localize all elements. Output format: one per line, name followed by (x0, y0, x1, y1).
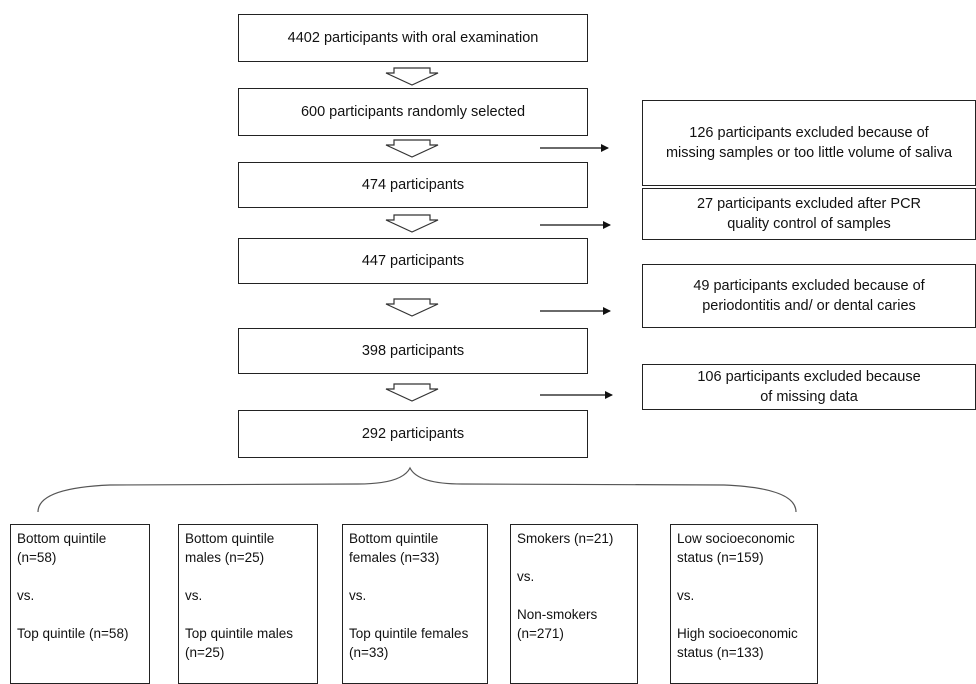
group-vs: vs. (517, 569, 535, 584)
exclusion-box-49: 49 participants excluded because of peri… (642, 264, 976, 328)
group-b-line2: (n=25) (185, 645, 225, 660)
group-b-line2: status (n=133) (677, 645, 764, 660)
step-text: 4402 participants with oral examination (287, 30, 539, 46)
step-text: 447 participants (361, 253, 465, 269)
exclusion-line: of missing data (760, 389, 858, 405)
step-box-292: 292 participants (238, 410, 588, 458)
group-b-line1: Top quintile males (185, 626, 294, 641)
group-b-line1: Non-smokers (517, 607, 598, 622)
step-text: 292 participants (361, 426, 465, 442)
step-box-447: 447 participants (238, 238, 588, 284)
group-a-line1: Bottom quintile (17, 531, 107, 546)
group-box-socioeconomic: Low socioeconomic status (n=159) vs. Hig… (670, 524, 818, 684)
group-vs: vs. (677, 588, 695, 603)
group-b-line2: (n=271) (517, 626, 564, 641)
group-a-line1: Smokers (n=21) (517, 531, 614, 546)
exclusion-line: quality control of samples (727, 216, 891, 232)
exclusion-line: 49 participants excluded because of (693, 278, 925, 294)
exclusion-box-27: 27 participants excluded after PCR quali… (642, 188, 976, 240)
down-arrow-5 (385, 383, 439, 402)
group-vs: vs. (185, 588, 203, 603)
step-text: 398 participants (361, 343, 465, 359)
group-box-males: Bottom quintile males (n=25) vs. Top qui… (178, 524, 318, 684)
group-box-females: Bottom quintile females (n=33) vs. Top q… (342, 524, 488, 684)
grouping-brace (37, 466, 797, 513)
group-a-line1: Low socioeconomic (677, 531, 795, 546)
step-box-398: 398 participants (238, 328, 588, 374)
group-a-line2: status (n=159) (677, 550, 764, 565)
group-a-line1: Bottom quintile (185, 531, 275, 546)
step-box-474: 474 participants (238, 162, 588, 208)
exclusion-line: 106 participants excluded because (697, 369, 921, 385)
step-box-4402: 4402 participants with oral examination (238, 14, 588, 62)
group-b-line2: (n=33) (349, 645, 389, 660)
group-vs: vs. (17, 588, 35, 603)
down-arrow-1 (385, 67, 439, 86)
group-a-line1: Bottom quintile (349, 531, 439, 546)
down-arrow-4 (385, 298, 439, 317)
exclusion-line: 27 participants excluded after PCR (696, 196, 922, 212)
exclusion-box-126: 126 participants excluded because of mis… (642, 100, 976, 186)
group-box-smokers: Smokers (n=21) vs. Non-smokers (n=271) (510, 524, 638, 684)
step-text: 474 participants (361, 177, 465, 193)
group-box-quintile: Bottom quintile (n=58) vs. Top quintile … (10, 524, 150, 684)
group-vs: vs. (349, 588, 367, 603)
down-arrow-2 (385, 139, 439, 158)
exclusion-line: 126 participants excluded because of (689, 125, 929, 141)
group-a-line2: females (n=33) (349, 550, 440, 565)
group-b-line1: Top quintile (n=58) (17, 626, 129, 641)
exclusion-line: missing samples or too little volume of … (665, 145, 953, 161)
down-arrow-3 (385, 214, 439, 233)
group-a-line2: (n=58) (17, 550, 57, 565)
group-a-line2: males (n=25) (185, 550, 265, 565)
exclusion-box-106: 106 participants excluded because of mis… (642, 364, 976, 410)
group-b-line1: High socioeconomic (677, 626, 798, 641)
exclusion-line: periodontitis and/ or dental caries (702, 298, 916, 314)
step-box-600: 600 participants randomly selected (238, 88, 588, 136)
group-b-line1: Top quintile females (349, 626, 469, 641)
step-text: 600 participants randomly selected (300, 104, 526, 120)
